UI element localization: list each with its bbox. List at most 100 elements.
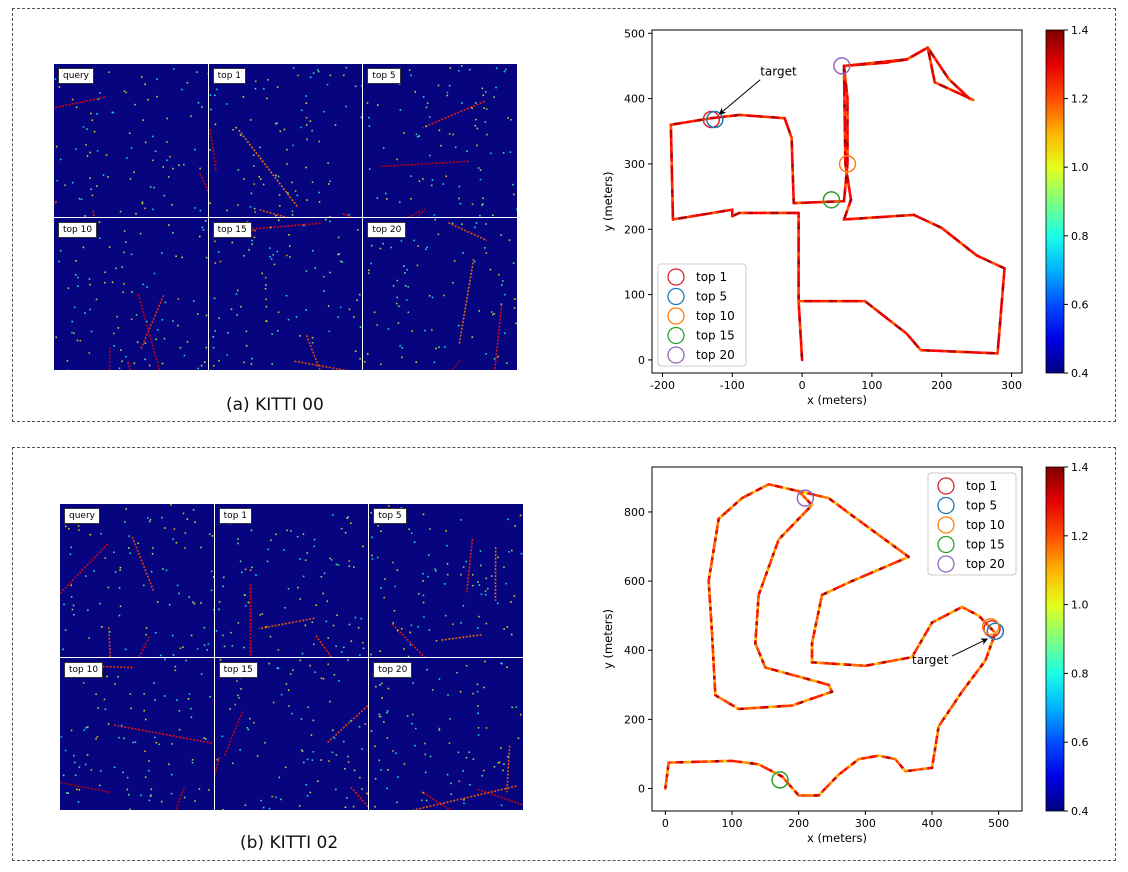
scan-label: top 20 [373, 661, 413, 678]
match-circle-top-10 [981, 617, 1000, 636]
scan-tile: top 20 [369, 657, 523, 810]
lidar-scan-image [364, 218, 517, 370]
legend-entry: top 10 [966, 518, 1005, 532]
legend-entry: top 20 [966, 557, 1005, 571]
x-tick-label: -200 [650, 379, 675, 392]
legend-marker [667, 307, 685, 325]
target-arrow [951, 638, 988, 657]
scan-grid-kitti-02: query top 1 top 5 top 10 top 15 top 20 [60, 504, 523, 810]
scan-label: top 20 [367, 221, 407, 238]
legend-marker [667, 346, 685, 364]
scan-tile: top 15 [208, 217, 363, 370]
lidar-scan-image [54, 68, 208, 217]
y-tick-label: 500 [624, 27, 645, 40]
legend-marker [937, 496, 955, 515]
colorbar-tick-label: 0.8 [1071, 667, 1089, 680]
y-tick-label: 800 [624, 506, 645, 519]
x-tick-label: 100 [722, 817, 743, 830]
legend-marker [667, 268, 685, 286]
scan-label: query [64, 508, 100, 524]
target-annotation: target [912, 653, 949, 667]
x-tick-label: 400 [922, 817, 943, 830]
legend-entry: top 1 [696, 270, 727, 284]
legend-entry: top 10 [696, 309, 735, 323]
scan-tile: top 5 [369, 504, 523, 657]
scan-tile: top 10 [60, 657, 214, 810]
lidar-scan-image [366, 65, 517, 217]
lidar-scan-image [60, 504, 214, 657]
lidar-scan-image [371, 660, 523, 810]
legend-marker [937, 535, 955, 554]
colorbar [1045, 29, 1065, 374]
colorbar-tick-label: 1.0 [1071, 599, 1089, 612]
scan-tile: top 15 [214, 657, 369, 810]
x-tick-label: 300 [1001, 379, 1022, 392]
y-tick-label: 400 [624, 93, 645, 106]
match-circle-top-20 [796, 489, 815, 507]
x-tick-label: 0 [799, 379, 806, 392]
legend-marker [667, 326, 685, 345]
x-tick-label: 0 [662, 817, 669, 830]
x-tick-label: 200 [788, 817, 809, 830]
panel-kitti-02 [12, 447, 1116, 861]
scan-tile: top 1 [208, 64, 363, 217]
match-circle-top-20 [833, 57, 851, 75]
scan-label: query [58, 68, 94, 84]
lidar-scan-image [370, 505, 523, 657]
scan-label: top 10 [64, 661, 104, 678]
scan-tile: top 10 [54, 217, 208, 370]
caption-kitti-00: (a) KITTI 00 [226, 395, 324, 415]
y-tick-label: 600 [624, 575, 645, 588]
match-circle-top-5 [986, 622, 1005, 640]
trajectory-plot-kitti-02: 0 100 200 300 400 500 0 200 400 600 800 x (meters) y… [590, 455, 1110, 855]
colorbar-tick-label: 0.8 [1071, 230, 1089, 243]
lidar-scan-image [208, 66, 363, 217]
colorbar-tick-label: 0.4 [1071, 805, 1089, 818]
legend-entry: top 5 [966, 499, 997, 513]
scan-tile: query [54, 64, 208, 217]
colorbar-tick-label: 1.4 [1071, 24, 1089, 37]
colorbar-tick-label: 1.4 [1071, 461, 1089, 474]
match-circle-top-15 [822, 191, 841, 209]
scan-label: top 5 [367, 68, 401, 84]
legend-marker [937, 516, 955, 534]
target-annotation: target [760, 65, 797, 79]
colorbar-tick-label: 1.2 [1071, 93, 1089, 106]
scan-label: top 5 [373, 508, 407, 524]
x-tick-label: -100 [720, 379, 745, 392]
colorbar-tick-label: 0.6 [1071, 298, 1089, 311]
legend-entry: top 1 [966, 479, 997, 493]
x-axis-label: x (meters) [807, 393, 867, 407]
x-tick-label: 100 [861, 379, 882, 392]
legend-marker [937, 555, 955, 573]
colorbar-tick-label: 1.2 [1071, 530, 1089, 543]
legend-entry: top 20 [696, 348, 735, 362]
panel-kitti-00 [12, 8, 1116, 422]
match-circle-top-10 [838, 155, 857, 173]
caption-kitti-02: (b) KITTI 02 [240, 833, 339, 853]
lidar-scan-image [55, 219, 208, 370]
lidar-scan-image [215, 506, 369, 657]
y-tick-label: 200 [624, 223, 645, 236]
x-tick-label: 300 [855, 817, 876, 830]
legend-marker [937, 477, 955, 495]
y-tick-label: 0 [638, 354, 645, 367]
x-tick-label: 500 [988, 817, 1009, 830]
target-arrow [718, 79, 761, 115]
y-axis-label: y (meters) [601, 171, 615, 231]
y-tick-label: 400 [624, 644, 645, 657]
trajectory-plot-kitti-00: -200 -100 0 100 200 300 0 100 200 300 400 500 x (met… [590, 14, 1110, 419]
colorbar [1045, 466, 1065, 812]
scan-label: top 15 [218, 661, 258, 678]
scan-tile: top 5 [363, 64, 517, 217]
match-circle-top-5 [706, 110, 724, 129]
colorbar-tick-label: 1.0 [1071, 161, 1089, 174]
x-tick-label: 200 [931, 379, 952, 392]
scan-label: top 1 [212, 68, 246, 84]
scan-tile: top 20 [363, 217, 517, 370]
colorbar-tick-label: 0.4 [1071, 367, 1089, 380]
scan-label: top 1 [218, 508, 252, 524]
y-axis-label: y (meters) [601, 609, 615, 669]
scan-tile: query [60, 504, 214, 657]
y-tick-label: 300 [624, 158, 645, 171]
